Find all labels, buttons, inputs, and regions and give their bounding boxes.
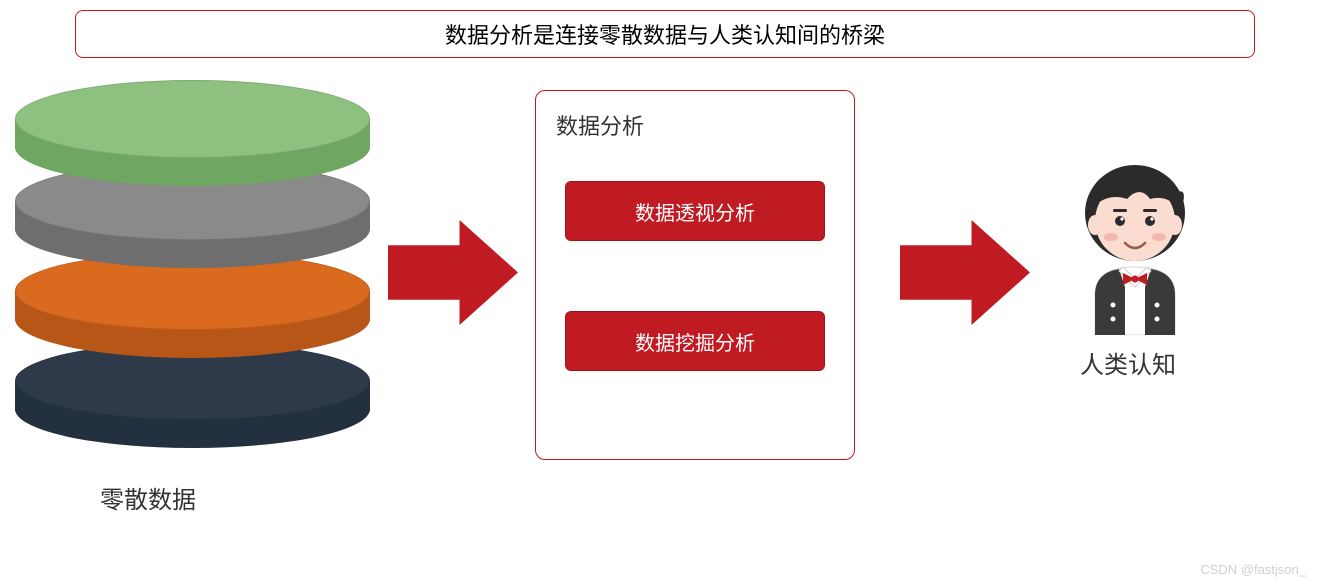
method-mining: 数据挖掘分析 xyxy=(565,311,825,371)
arrow-icon xyxy=(388,220,518,325)
arrow-icon xyxy=(900,220,1030,325)
method-pivot: 数据透视分析 xyxy=(565,181,825,241)
analysis-panel: 数据分析 数据透视分析 数据挖掘分析 xyxy=(535,90,855,460)
title-text: 数据分析是连接零散数据与人类认知间的桥梁 xyxy=(445,18,885,50)
person-icon xyxy=(1055,155,1215,335)
person-label: 人类认知 xyxy=(1080,345,1176,380)
discs-label: 零散数据 xyxy=(100,480,196,515)
watermark: CSDN @fastjson_ xyxy=(1200,562,1306,577)
analysis-title: 数据分析 xyxy=(556,109,834,141)
method-pivot-label: 数据透视分析 xyxy=(635,197,755,226)
method-mining-label: 数据挖掘分析 xyxy=(635,327,755,356)
disc-layer xyxy=(15,80,370,190)
title-banner: 数据分析是连接零散数据与人类认知间的桥梁 xyxy=(75,10,1255,58)
data-discs-stack xyxy=(15,80,370,460)
